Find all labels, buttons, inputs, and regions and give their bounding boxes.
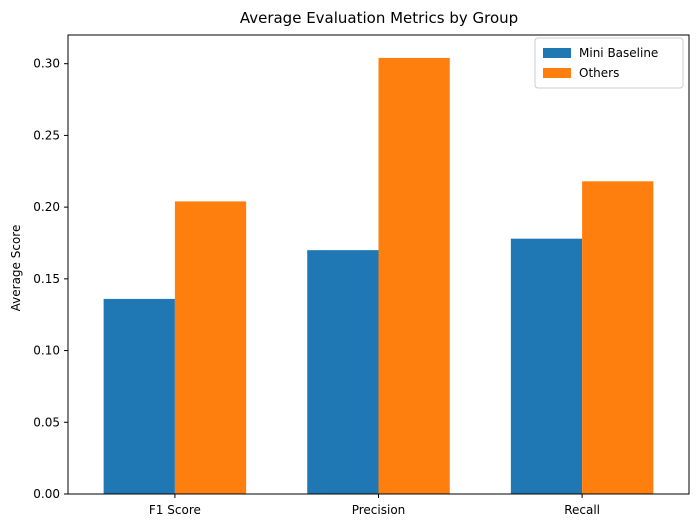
x-tick-label: F1 Score — [149, 503, 201, 517]
bar-mini-baseline-precision — [307, 250, 379, 494]
y-tick-label: 0.00 — [33, 487, 60, 501]
legend-swatch — [543, 68, 571, 78]
y-tick-label: 0.30 — [33, 57, 60, 71]
bar-mini-baseline-recall — [510, 238, 583, 494]
bar-others-f1-score — [174, 201, 247, 494]
x-tick-label: Recall — [564, 503, 600, 517]
legend-box — [534, 37, 684, 89]
legend-swatch — [543, 48, 571, 58]
y-tick-label: 0.05 — [33, 415, 60, 429]
y-axis-label: Average Score — [9, 225, 23, 312]
bars-group — [103, 57, 654, 494]
y-tick-label: 0.15 — [33, 272, 60, 286]
y-tick-label: 0.20 — [33, 200, 60, 214]
legend-label: Others — [579, 66, 619, 80]
x-tick-label: Precision — [352, 503, 406, 517]
chart-title: Average Evaluation Metrics by Group — [240, 9, 518, 27]
y-axis-ticks: 0.00 0.05 0.10 0.15 0.20 0.25 0.30 — [33, 57, 68, 501]
y-tick-label: 0.25 — [33, 128, 60, 142]
y-tick-label: 0.10 — [33, 344, 60, 358]
bar-mini-baseline-f1-score — [103, 298, 175, 494]
bar-others-recall — [582, 181, 654, 494]
legend-label: Mini Baseline — [579, 46, 658, 60]
bar-others-precision — [378, 57, 450, 494]
plot-frame — [67, 34, 690, 495]
legend: Mini Baseline Others — [534, 37, 684, 89]
x-axis-ticks: F1 Score Precision Recall — [149, 494, 600, 517]
